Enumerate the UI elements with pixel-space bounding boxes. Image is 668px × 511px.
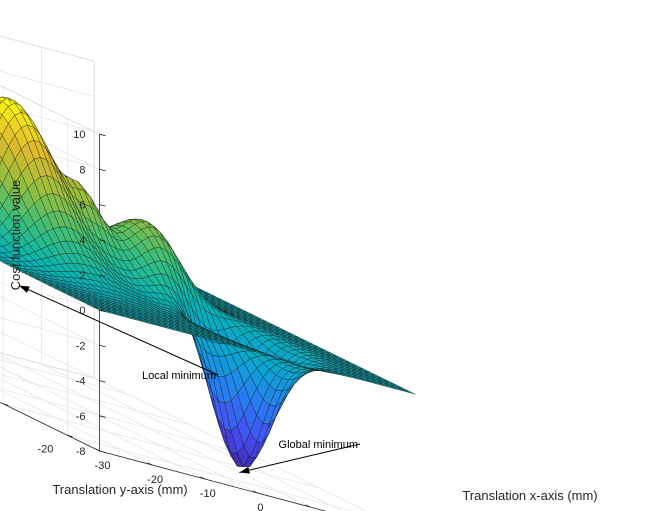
annotations: Local minimum Global minimum: [19, 285, 361, 474]
x-tick-label: -10: [200, 488, 216, 500]
x-tick-label: -20: [147, 474, 163, 486]
z-tick-label: -4: [76, 376, 86, 388]
grid-line: [0, 401, 100, 452]
z-axis-label: Cost function value: [8, 180, 23, 291]
z-tick-label: 8: [79, 164, 85, 176]
x-tick: [305, 504, 311, 508]
z-tick: [99, 239, 106, 242]
local-minimum-label: Local minimum: [142, 370, 216, 382]
z-tick-label: -8: [76, 446, 86, 458]
local-minimum-arrow: [19, 285, 219, 376]
y-tick-label: -20: [37, 443, 53, 455]
z-tick: [99, 380, 106, 383]
z-tick: [99, 415, 106, 418]
z-tick: [99, 204, 106, 207]
z-tick: [99, 133, 106, 137]
grid-line: [0, 331, 100, 381]
y-tick: [67, 434, 73, 437]
global-minimum-arrow: [239, 443, 361, 473]
z-tick-label: -6: [76, 411, 86, 423]
box-edge: [0, 352, 95, 379]
y-axis-label: Translation y-axis (mm): [52, 482, 187, 497]
z-tick-label: 10: [73, 129, 85, 141]
z-tick-label: 0: [79, 305, 85, 317]
tick-labels: -8-6-4-20246810-30-20-100102030-20-10010…: [3, 129, 311, 511]
box-edge: [0, 85, 100, 135]
z-tick-label: 4: [79, 235, 85, 247]
grid-line: [0, 378, 205, 480]
grid-line: [0, 70, 95, 97]
z-tick-label: 6: [79, 200, 85, 212]
z-tick-label: -2: [76, 340, 86, 352]
grid-line: [0, 106, 95, 132]
grid-line: [0, 359, 127, 395]
z-tick: [99, 274, 106, 277]
z-tick: [99, 345, 106, 348]
grid-line: [0, 120, 100, 170]
z-tick: [99, 169, 106, 172]
grid-line: [0, 390, 153, 466]
x-tick-label: -30: [95, 460, 111, 472]
grid-line: [3, 403, 320, 489]
z-tick: [99, 450, 106, 453]
grid-line: [67, 434, 354, 511]
local-minimum-arrowhead: [19, 285, 30, 293]
global-minimum-arrowhead: [239, 466, 250, 474]
x-tick: [147, 462, 153, 466]
grid-line: [0, 373, 191, 426]
x-tick: [252, 490, 258, 494]
x-tick: [200, 476, 205, 480]
x-tick: [94, 448, 100, 452]
y-tick: [3, 403, 9, 406]
surface-mesh: [0, 96, 416, 467]
grid-line: [0, 282, 95, 308]
y-axis-line: [0, 401, 100, 452]
x-tick-label: 0: [257, 502, 263, 511]
box-edge: [0, 35, 95, 62]
surface-patch: [402, 389, 416, 395]
grid-line: [0, 388, 255, 457]
global-minimum-label: Global minimum: [279, 439, 358, 451]
grid-line: [0, 35, 95, 62]
z-tick-label: 2: [79, 270, 85, 282]
grid-line: [0, 401, 100, 452]
grid-line: [0, 296, 100, 346]
z-tick: [99, 309, 106, 313]
grid-line: [0, 317, 95, 344]
x-axis-label: Translation x-axis (mm): [462, 488, 597, 503]
